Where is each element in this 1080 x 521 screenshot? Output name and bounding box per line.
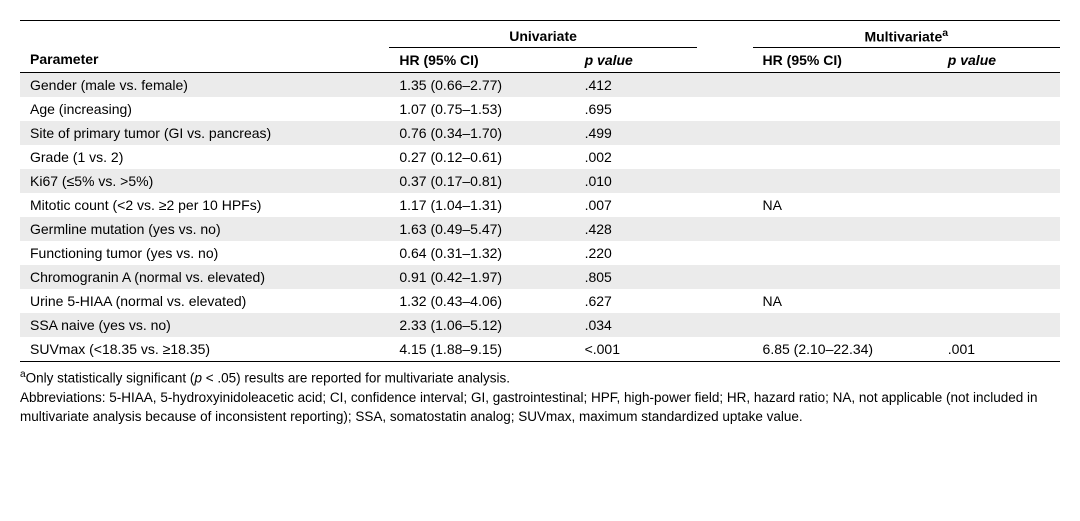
cell-multi-p bbox=[938, 241, 1060, 265]
cell-uni-hr: 1.07 (0.75–1.53) bbox=[389, 97, 574, 121]
cell-parameter: Site of primary tumor (GI vs. pancreas) bbox=[20, 121, 389, 145]
cell-parameter: Urine 5-HIAA (normal vs. elevated) bbox=[20, 289, 389, 313]
footnote-a: aOnly statistically significant (p < .05… bbox=[20, 368, 1060, 388]
cell-uni-p: .499 bbox=[575, 121, 697, 145]
cell-multi-hr bbox=[753, 241, 938, 265]
table-body: Gender (male vs. female)1.35 (0.66–2.77)… bbox=[20, 72, 1060, 361]
cell-uni-p: <.001 bbox=[575, 337, 697, 362]
cell-multi-hr bbox=[753, 217, 938, 241]
col-multi-p: p value bbox=[938, 47, 1060, 72]
cell-multi-hr bbox=[753, 72, 938, 97]
cell-uni-hr: 1.35 (0.66–2.77) bbox=[389, 72, 574, 97]
cell-gap bbox=[697, 72, 753, 97]
cell-multi-hr: NA bbox=[753, 193, 938, 217]
cell-multi-p bbox=[938, 313, 1060, 337]
table-row: Ki67 (≤5% vs. >5%)0.37 (0.17–0.81).010 bbox=[20, 169, 1060, 193]
cell-gap bbox=[697, 121, 753, 145]
cell-uni-hr: 0.76 (0.34–1.70) bbox=[389, 121, 574, 145]
cell-uni-hr: 0.37 (0.17–0.81) bbox=[389, 169, 574, 193]
table-row: SUVmax (<18.35 vs. ≥18.35)4.15 (1.88–9.1… bbox=[20, 337, 1060, 362]
cell-uni-p: .007 bbox=[575, 193, 697, 217]
table-row: Mitotic count (<2 vs. ≥2 per 10 HPFs)1.1… bbox=[20, 193, 1060, 217]
cell-parameter: Mitotic count (<2 vs. ≥2 per 10 HPFs) bbox=[20, 193, 389, 217]
cell-uni-hr: 1.32 (0.43–4.06) bbox=[389, 289, 574, 313]
cell-uni-hr: 0.64 (0.31–1.32) bbox=[389, 241, 574, 265]
cell-multi-p bbox=[938, 97, 1060, 121]
cell-uni-hr: 0.91 (0.42–1.97) bbox=[389, 265, 574, 289]
cell-parameter: Ki67 (≤5% vs. >5%) bbox=[20, 169, 389, 193]
cell-uni-hr: 2.33 (1.06–5.12) bbox=[389, 313, 574, 337]
regression-table: Univariate Multivariatea Parameter HR (9… bbox=[20, 20, 1060, 362]
cell-uni-p: .805 bbox=[575, 265, 697, 289]
cell-multi-p bbox=[938, 193, 1060, 217]
cell-uni-hr: 4.15 (1.88–9.15) bbox=[389, 337, 574, 362]
cell-uni-hr: 1.63 (0.49–5.47) bbox=[389, 217, 574, 241]
table-row: SSA naive (yes vs. no)2.33 (1.06–5.12).0… bbox=[20, 313, 1060, 337]
cell-uni-p: .010 bbox=[575, 169, 697, 193]
cell-uni-p: .412 bbox=[575, 72, 697, 97]
cell-multi-hr bbox=[753, 145, 938, 169]
cell-multi-hr bbox=[753, 169, 938, 193]
table-row: Urine 5-HIAA (normal vs. elevated)1.32 (… bbox=[20, 289, 1060, 313]
cell-uni-p: .034 bbox=[575, 313, 697, 337]
cell-parameter: Germline mutation (yes vs. no) bbox=[20, 217, 389, 241]
cell-parameter: Functioning tumor (yes vs. no) bbox=[20, 241, 389, 265]
cell-uni-p: .627 bbox=[575, 289, 697, 313]
cell-gap bbox=[697, 217, 753, 241]
cell-multi-p bbox=[938, 169, 1060, 193]
table-row: Germline mutation (yes vs. no)1.63 (0.49… bbox=[20, 217, 1060, 241]
cell-parameter: SUVmax (<18.35 vs. ≥18.35) bbox=[20, 337, 389, 362]
table-row: Gender (male vs. female)1.35 (0.66–2.77)… bbox=[20, 72, 1060, 97]
cell-uni-hr: 0.27 (0.12–0.61) bbox=[389, 145, 574, 169]
cell-multi-hr bbox=[753, 121, 938, 145]
cell-multi-hr bbox=[753, 265, 938, 289]
cell-gap bbox=[697, 169, 753, 193]
footnotes: aOnly statistically significant (p < .05… bbox=[20, 368, 1060, 426]
col-multi-hr: HR (95% CI) bbox=[753, 47, 938, 72]
cell-parameter: Grade (1 vs. 2) bbox=[20, 145, 389, 169]
cell-parameter: SSA naive (yes vs. no) bbox=[20, 313, 389, 337]
cell-gap bbox=[697, 337, 753, 362]
cell-multi-hr bbox=[753, 313, 938, 337]
col-uni-hr: HR (95% CI) bbox=[389, 47, 574, 72]
cell-gap bbox=[697, 289, 753, 313]
table-row: Grade (1 vs. 2)0.27 (0.12–0.61).002 bbox=[20, 145, 1060, 169]
cell-multi-p bbox=[938, 217, 1060, 241]
table-row: Age (increasing)1.07 (0.75–1.53).695 bbox=[20, 97, 1060, 121]
cell-uni-hr: 1.17 (1.04–1.31) bbox=[389, 193, 574, 217]
cell-multi-p: .001 bbox=[938, 337, 1060, 362]
cell-uni-p: .002 bbox=[575, 145, 697, 169]
group-multivariate: Multivariatea bbox=[753, 21, 1060, 48]
cell-multi-p bbox=[938, 72, 1060, 97]
cell-gap bbox=[697, 193, 753, 217]
table-row: Site of primary tumor (GI vs. pancreas)0… bbox=[20, 121, 1060, 145]
cell-gap bbox=[697, 97, 753, 121]
header-gap bbox=[697, 21, 753, 48]
table-row: Chromogranin A (normal vs. elevated)0.91… bbox=[20, 265, 1060, 289]
cell-multi-hr bbox=[753, 97, 938, 121]
table-row: Functioning tumor (yes vs. no)0.64 (0.31… bbox=[20, 241, 1060, 265]
footnote-abbrev: Abbreviations: 5-HIAA, 5-hydroxyinidolea… bbox=[20, 389, 1060, 425]
cell-uni-p: .428 bbox=[575, 217, 697, 241]
cell-gap bbox=[697, 313, 753, 337]
cell-parameter: Gender (male vs. female) bbox=[20, 72, 389, 97]
cell-gap bbox=[697, 241, 753, 265]
header-spacer bbox=[20, 21, 389, 48]
col-parameter: Parameter bbox=[20, 47, 389, 72]
cell-multi-hr: 6.85 (2.10–22.34) bbox=[753, 337, 938, 362]
cell-parameter: Age (increasing) bbox=[20, 97, 389, 121]
col-gap bbox=[697, 47, 753, 72]
cell-gap bbox=[697, 265, 753, 289]
col-uni-p: p value bbox=[575, 47, 697, 72]
cell-parameter: Chromogranin A (normal vs. elevated) bbox=[20, 265, 389, 289]
cell-multi-p bbox=[938, 145, 1060, 169]
cell-multi-p bbox=[938, 121, 1060, 145]
cell-multi-p bbox=[938, 265, 1060, 289]
cell-multi-p bbox=[938, 289, 1060, 313]
cell-gap bbox=[697, 145, 753, 169]
cell-multi-hr: NA bbox=[753, 289, 938, 313]
cell-uni-p: .695 bbox=[575, 97, 697, 121]
cell-uni-p: .220 bbox=[575, 241, 697, 265]
group-univariate: Univariate bbox=[389, 21, 696, 48]
